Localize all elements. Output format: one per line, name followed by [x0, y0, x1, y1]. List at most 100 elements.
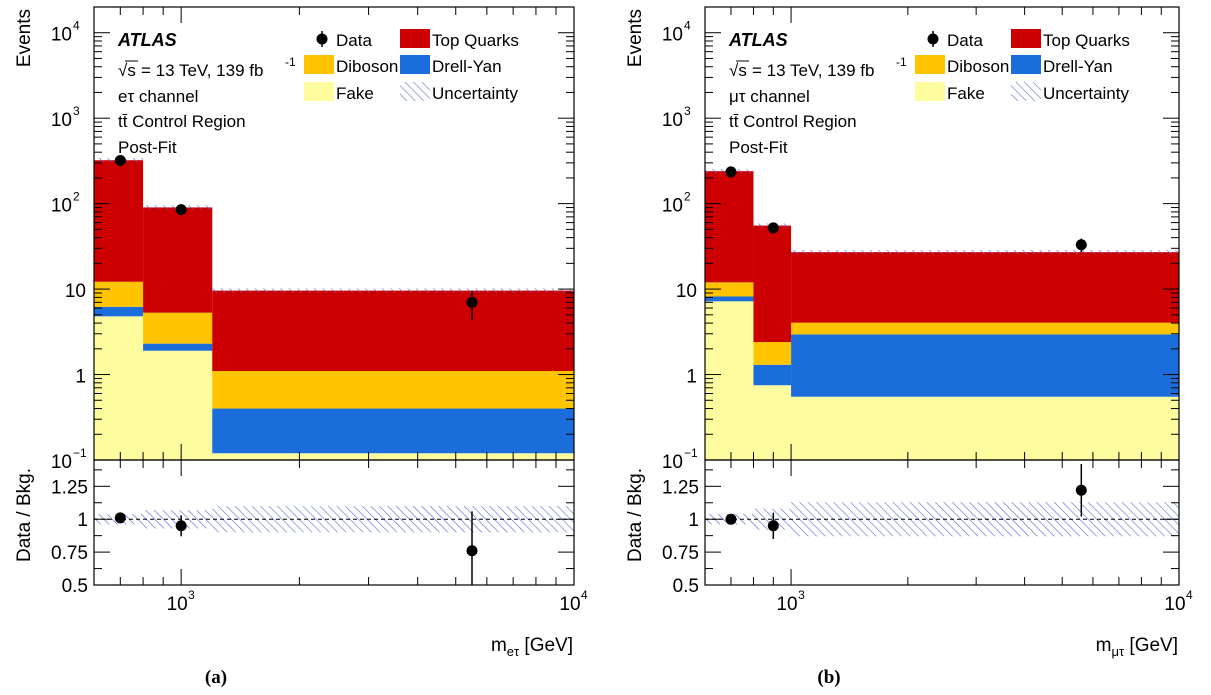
legend-data-label: Data — [947, 31, 983, 50]
x-axis-label-subscript: μτ — [1112, 644, 1125, 659]
bar-fake-bin-0 — [94, 316, 144, 460]
legend-drell-yan-label: Drell-Yan — [1043, 57, 1113, 76]
region-label: tt̄ Control Region — [729, 112, 857, 131]
legend-diboson-swatch — [304, 55, 334, 74]
x-tick-label: 10 — [776, 594, 797, 615]
legend-fake-label: Fake — [336, 84, 374, 103]
x-tick-exponent: 3 — [188, 588, 195, 602]
legend-data-label: Data — [336, 31, 372, 50]
legend-uncertainty-label: Uncertainty — [432, 84, 518, 103]
ratio-point-1 — [175, 520, 187, 532]
ratio-frame — [93, 459, 575, 586]
legend-uncertainty-label: Uncertainty — [1043, 84, 1129, 103]
bar-diboson-bin-1 — [753, 342, 792, 365]
ratio-frame — [704, 459, 1180, 586]
bar-diboson-bin-0 — [94, 281, 144, 307]
legend-drell-yan-swatch — [400, 55, 430, 74]
y-tick-exponent: −1 — [73, 446, 87, 460]
x-axis-label-unit: [GeV] — [519, 635, 573, 656]
legend-diboson-label: Diboson — [336, 57, 398, 76]
data-point-1 — [767, 222, 779, 234]
experiment-label: ATLAS — [728, 30, 788, 50]
energy-lumi-label: = 13 TeV, 139 fb — [752, 61, 874, 80]
y-tick-label: 10 — [662, 110, 683, 131]
ratio-point-1 — [767, 520, 779, 532]
ratio-y-tick-label: 1 — [688, 510, 699, 531]
y-tick-exponent: 4 — [684, 19, 691, 33]
panel-caption: (a) — [205, 667, 227, 688]
energy-lumi-label: = 13 TeV, 139 fb — [141, 61, 263, 80]
bar-top-quarks-bin-0 — [94, 160, 144, 282]
ratio-uncertainty-bin-2 — [212, 506, 574, 533]
legend-uncertainty-swatch — [1011, 82, 1041, 101]
bar-top-quarks-bin-2 — [791, 252, 1179, 323]
ratio-uncertainty-bin-1 — [143, 510, 213, 529]
bar-drell-yan-bin-0 — [705, 296, 754, 302]
legend-uncertainty-swatch — [400, 82, 430, 101]
sqrt-s-symbol: √s — [118, 61, 136, 80]
data-point-2 — [1075, 239, 1087, 251]
y-tick-label: 10 — [51, 25, 72, 46]
y-tick-exponent: 3 — [73, 104, 80, 118]
bar-drell-yan-bin-1 — [143, 343, 213, 351]
x-axis-label-unit: [GeV] — [1124, 635, 1178, 656]
bar-drell-yan-bin-0 — [94, 306, 144, 317]
ratio-point-0 — [114, 512, 126, 524]
bar-diboson-bin-2 — [791, 322, 1179, 335]
panel-caption: (b) — [817, 667, 840, 688]
region-label: tt̄ Control Region — [118, 112, 246, 131]
ratio-point-2 — [1075, 484, 1087, 496]
ratio-y-tick-label: 0.5 — [62, 576, 88, 597]
bar-top-quarks-bin-2 — [212, 290, 574, 372]
bar-diboson-bin-2 — [212, 371, 574, 409]
data-point-0 — [725, 166, 737, 178]
ratio-y-axis-label: Data / Bkg. — [14, 468, 35, 562]
x-tick-label: 10 — [167, 594, 188, 615]
legend-data-marker — [927, 33, 939, 45]
y-tick-label: 10 — [662, 196, 683, 217]
legend-fake-label: Fake — [947, 84, 985, 103]
ratio-point-0 — [725, 513, 737, 525]
bar-diboson-bin-1 — [143, 312, 213, 344]
y-tick-label: 10 — [662, 452, 683, 473]
legend-drell-yan-swatch — [1011, 55, 1041, 74]
y-tick-exponent: 2 — [73, 190, 80, 204]
x-tick-label: 10 — [1164, 594, 1185, 615]
lumi-exponent: -1 — [285, 55, 296, 69]
bar-drell-yan-bin-1 — [753, 364, 792, 386]
ratio-y-axis-label: Data / Bkg. — [625, 468, 646, 562]
legend-top-quarks-swatch — [1011, 29, 1041, 48]
ratio-y-tick-label: 0.5 — [673, 576, 699, 597]
data-point-2 — [466, 296, 478, 308]
data-point-1 — [175, 204, 187, 216]
x-axis-label-subscript: eτ — [507, 644, 520, 659]
y-tick-label: 1 — [686, 367, 697, 388]
y-tick-label: 10 — [51, 110, 72, 131]
x-tick-label: 10 — [559, 594, 580, 615]
x-tick-exponent: 4 — [1186, 588, 1193, 602]
channel-label: μτ channel — [729, 87, 810, 106]
y-tick-label: 10 — [662, 25, 683, 46]
bar-fake-bin-2 — [212, 453, 574, 460]
legend-top-quarks-label: Top Quarks — [432, 31, 519, 50]
bar-diboson-bin-0 — [705, 282, 754, 297]
sqrt-s-symbol: √s — [729, 61, 747, 80]
ratio-point-2 — [466, 545, 478, 557]
legend-data-marker — [316, 33, 328, 45]
ratio-uncertainty-bin-1 — [753, 508, 792, 530]
ratio-y-tick-label: 1.25 — [51, 477, 88, 498]
ratio-y-tick-label: 0.75 — [51, 543, 88, 564]
x-axis-label: mμτ [GeV] — [1096, 635, 1178, 659]
fit-label: Post-Fit — [118, 138, 177, 157]
y-axis-label: Events — [625, 9, 646, 67]
x-tick-exponent: 3 — [798, 588, 805, 602]
y-tick-exponent: −1 — [684, 446, 698, 460]
y-tick-label: 10 — [51, 452, 72, 473]
legend-top-quarks-swatch — [400, 29, 430, 48]
bar-fake-bin-2 — [791, 396, 1179, 460]
x-axis-label-main: m — [491, 635, 507, 656]
ratio-y-tick-label: 1 — [77, 510, 88, 531]
y-tick-exponent: 3 — [684, 104, 691, 118]
